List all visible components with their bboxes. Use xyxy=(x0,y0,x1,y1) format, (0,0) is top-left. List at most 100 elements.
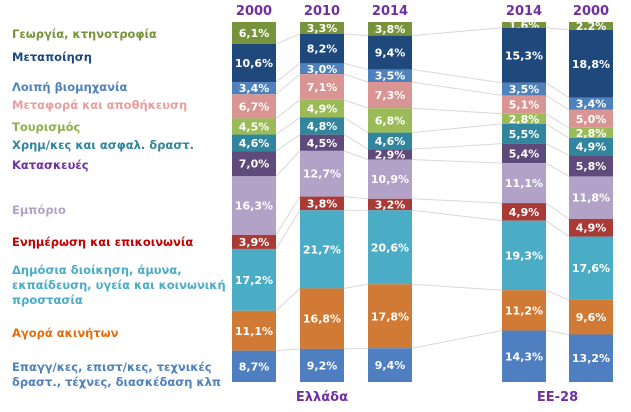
data-label: 5,0% xyxy=(576,113,607,126)
connector-line xyxy=(411,27,503,37)
data-label: 17,6% xyxy=(572,262,610,275)
bar-segment xyxy=(569,22,613,30)
bar-segment xyxy=(300,63,344,75)
bar-segment xyxy=(300,22,344,34)
connector-line xyxy=(275,99,301,119)
bar-segment xyxy=(368,284,412,349)
data-label: 9,4% xyxy=(375,47,406,60)
bar-segment xyxy=(502,143,546,164)
data-label: 16,8% xyxy=(303,313,341,326)
bar-segment xyxy=(502,95,546,114)
bar-segment xyxy=(502,113,546,124)
connector-line xyxy=(545,27,570,31)
data-label: 3,5% xyxy=(509,83,540,96)
bar-segment xyxy=(368,132,412,150)
connector-line xyxy=(545,82,570,99)
data-label: 2,2% xyxy=(576,20,607,33)
connector-line xyxy=(275,73,301,95)
legend-entry: Εμπόριο xyxy=(12,203,66,217)
data-label: 3,4% xyxy=(239,82,270,95)
bar-segment xyxy=(502,22,546,28)
bar-segment xyxy=(502,82,546,96)
legend-entry: Χρημ/κες και ασφαλ. δραστ. xyxy=(12,138,194,152)
group-label: ΕΕ-28 xyxy=(537,390,578,405)
data-label: 13,2% xyxy=(572,352,610,365)
legend-entry: Λοιπή βιομηχανία xyxy=(12,80,128,94)
data-label: 17,8% xyxy=(371,310,409,323)
data-label: 7,0% xyxy=(239,158,270,171)
connector-line xyxy=(545,113,570,129)
bar-segment xyxy=(300,288,344,349)
bar-segment xyxy=(368,108,412,133)
connector-line xyxy=(275,134,301,152)
data-label: 11,8% xyxy=(572,192,610,205)
data-label: 4,9% xyxy=(307,103,338,116)
bar-segment xyxy=(300,99,344,118)
bar-segment xyxy=(368,348,412,382)
bar-segment xyxy=(232,82,276,95)
data-label: 3,3% xyxy=(307,22,338,35)
connector-line xyxy=(545,95,570,111)
bar-segment xyxy=(232,43,276,83)
bar-segment xyxy=(300,74,344,100)
connector-line xyxy=(275,196,301,236)
connector-line xyxy=(343,134,369,150)
data-label: 3,9% xyxy=(239,236,270,249)
data-label: 4,9% xyxy=(509,206,540,219)
data-label: 7,1% xyxy=(307,81,338,94)
connector-line xyxy=(411,330,503,349)
connector-lines xyxy=(275,27,570,352)
connector-line xyxy=(343,62,369,70)
data-label: 2,8% xyxy=(576,127,607,140)
bar-segment xyxy=(569,109,613,128)
connector-line xyxy=(343,99,369,109)
data-label: 11,1% xyxy=(505,177,543,190)
data-label: 3,8% xyxy=(375,23,406,36)
bar-segment xyxy=(368,35,412,70)
connector-line xyxy=(411,159,503,164)
connector-line xyxy=(545,202,570,220)
connector-line xyxy=(545,330,570,335)
legend-entry: Τουρισμός xyxy=(12,120,81,134)
bar-segment xyxy=(569,127,613,138)
data-label: 10,9% xyxy=(371,173,409,186)
data-label: 3,4% xyxy=(576,98,607,111)
data-label: 11,1% xyxy=(235,325,273,338)
connector-line xyxy=(343,150,369,161)
connector-line xyxy=(275,348,301,352)
bar-segment xyxy=(569,334,613,382)
bars: 6,1% 10,6% 3,4% 6,7% 4,5% 4,6% 7,0% 16,3% 3,9% 17… xyxy=(232,19,613,382)
bar-segment xyxy=(300,348,344,382)
bar-segment xyxy=(232,248,276,311)
bar-segment xyxy=(232,176,276,235)
data-label: 18,8% xyxy=(572,58,610,71)
data-label: 3,5% xyxy=(375,70,406,83)
connector-line xyxy=(545,162,570,177)
data-label: 2,8% xyxy=(509,113,540,126)
data-label: 5,5% xyxy=(509,128,540,141)
connector-line xyxy=(343,73,369,83)
data-label: 19,3% xyxy=(505,249,543,262)
bar-segment xyxy=(300,33,344,64)
bar-segment xyxy=(569,137,613,156)
connector-line xyxy=(343,33,369,37)
bar-segment xyxy=(569,299,613,335)
connector-line xyxy=(411,68,503,84)
data-label: 3,8% xyxy=(307,197,338,210)
data-label: 8,7% xyxy=(239,360,270,373)
bar-column-Ελλάδα-2010: 3,3% 8,2% 3,0% 7,1% 4,9% 4,8% 4,5% 12,7% 3,8% 21,… xyxy=(300,22,344,382)
data-label: 6,7% xyxy=(239,100,270,113)
connector-line xyxy=(545,143,570,157)
connector-line xyxy=(411,283,503,291)
connector-line xyxy=(275,33,301,45)
connector-line xyxy=(275,150,301,177)
data-label: 4,5% xyxy=(239,120,270,133)
connector-line xyxy=(545,123,570,139)
connector-line xyxy=(275,63,301,83)
connector-line xyxy=(343,196,369,200)
data-label: 9,4% xyxy=(375,359,406,372)
bar-segment xyxy=(569,29,613,98)
bar-segment xyxy=(569,97,613,110)
data-label: 8,2% xyxy=(307,43,338,56)
